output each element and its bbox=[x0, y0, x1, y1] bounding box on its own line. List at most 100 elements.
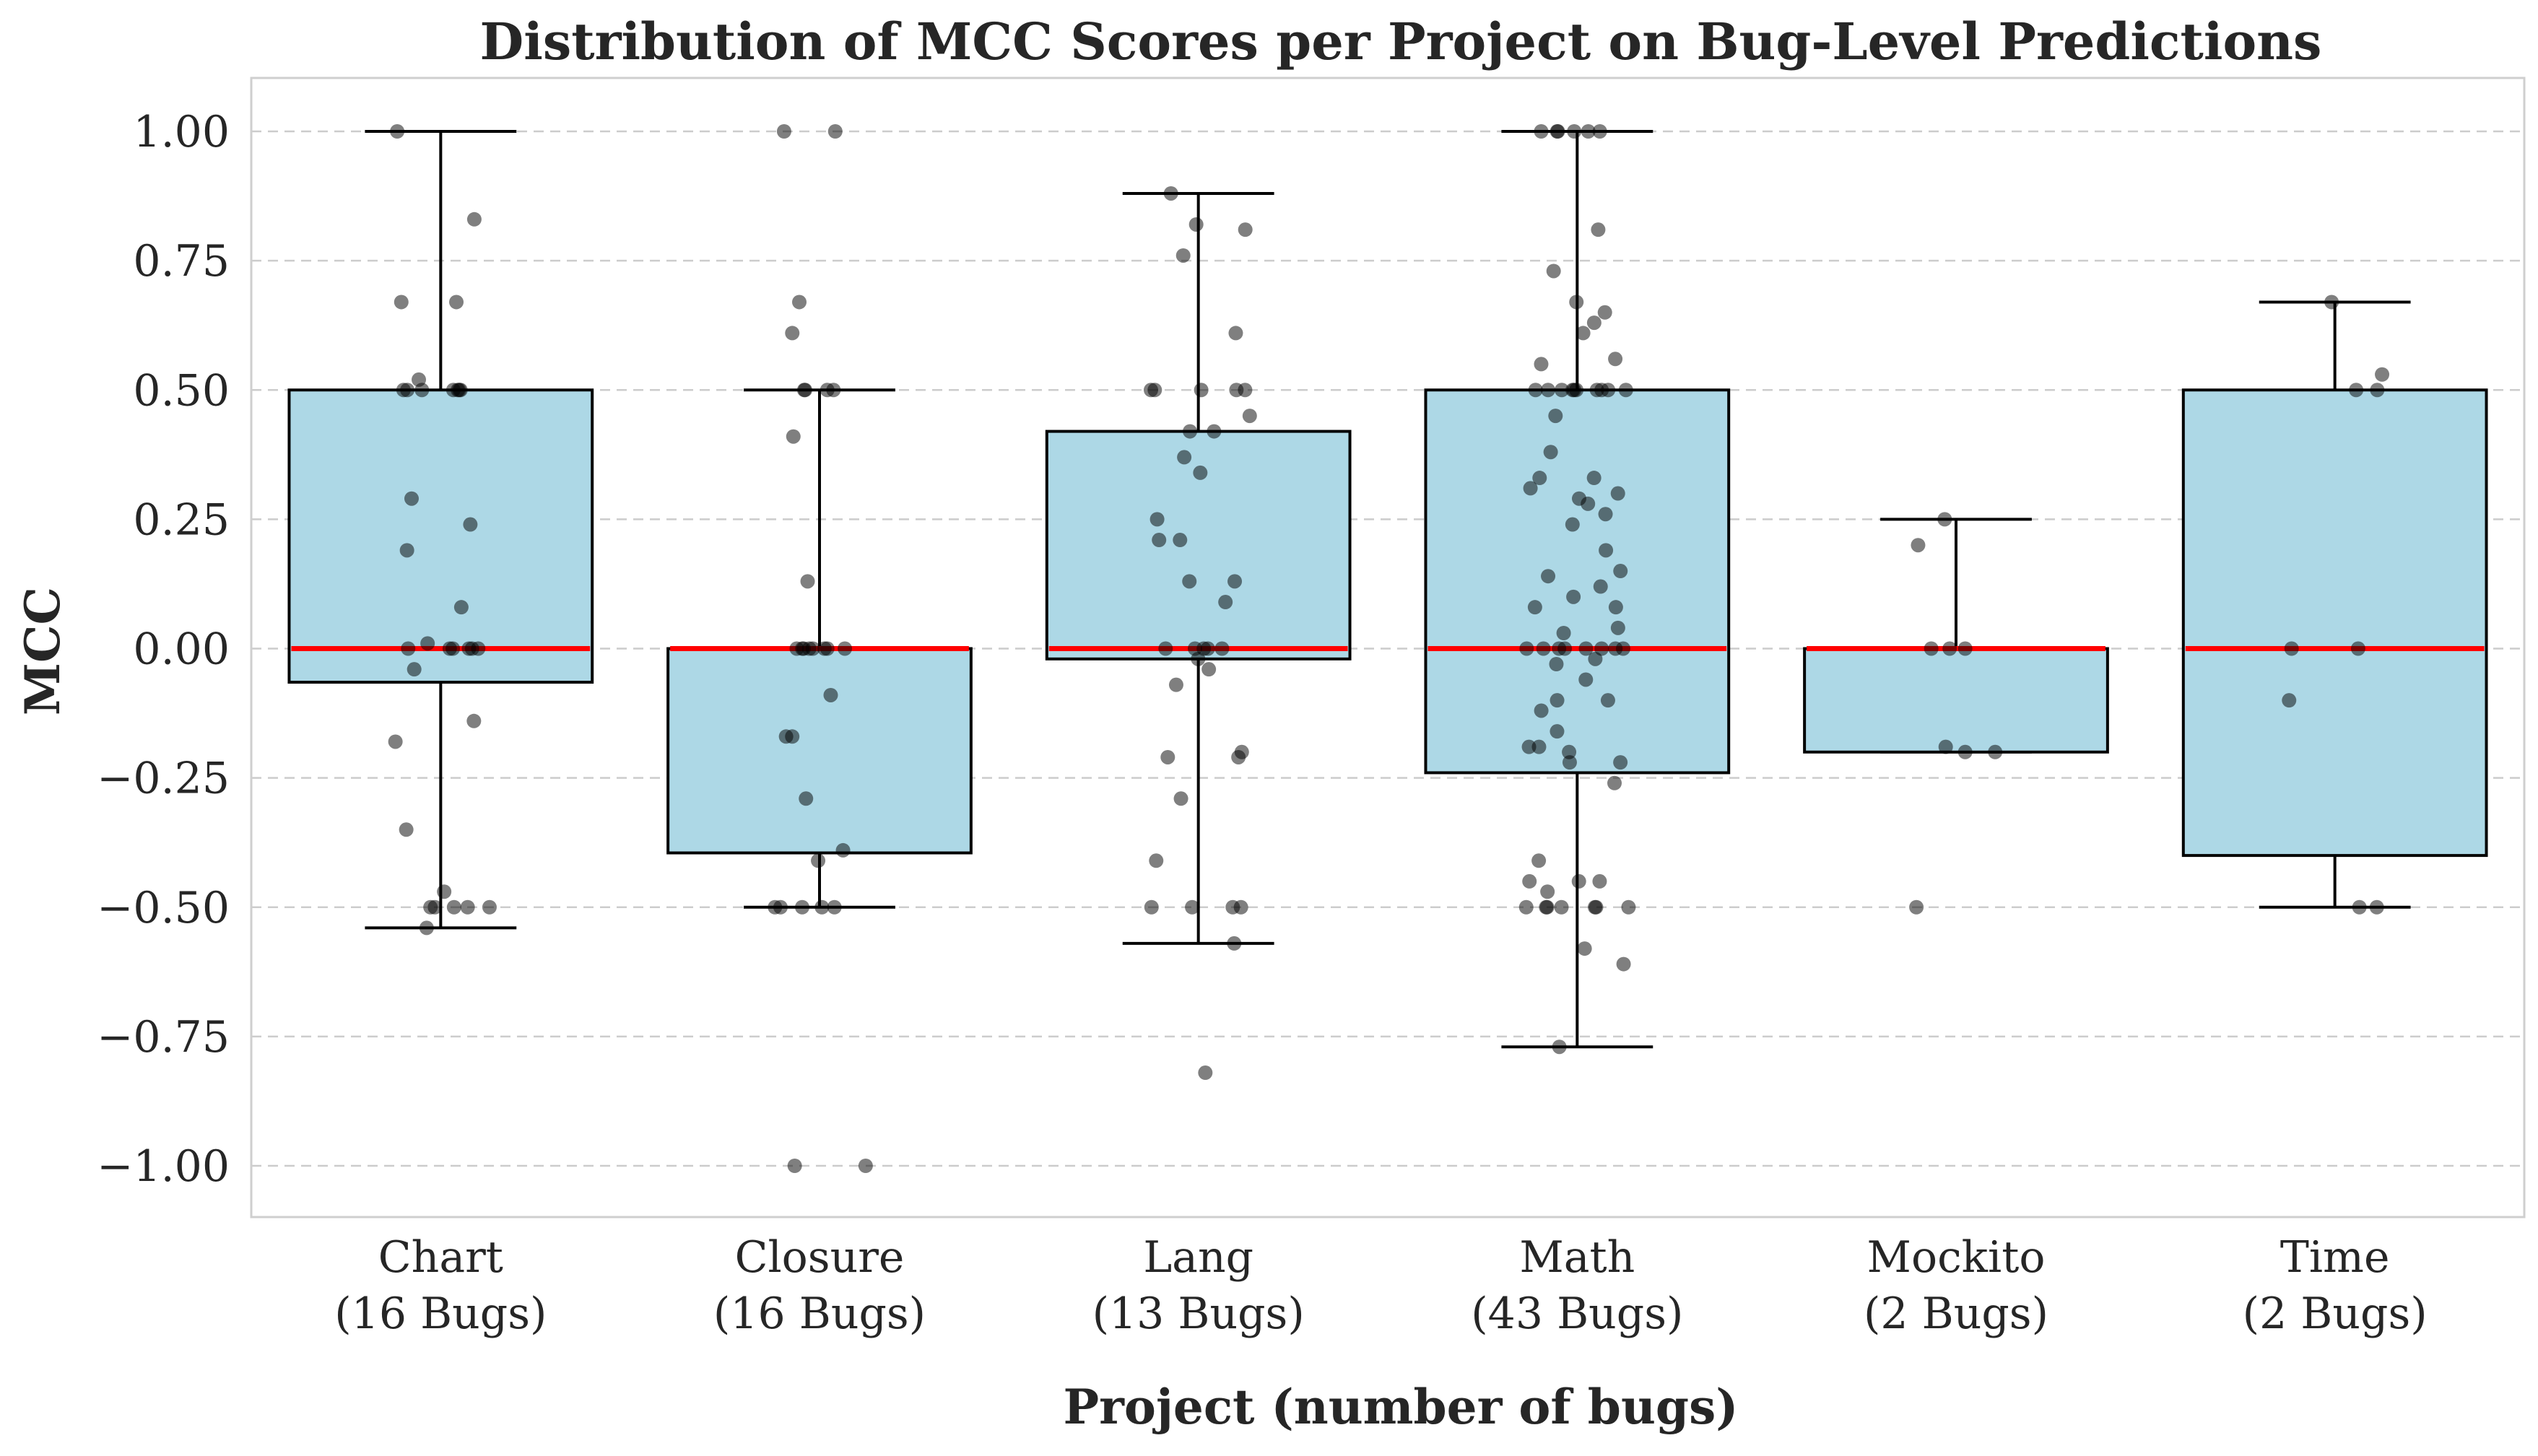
data-point bbox=[786, 429, 801, 444]
x-tick-sublabel: (13 Bugs) bbox=[1092, 1289, 1305, 1339]
data-point bbox=[1540, 383, 1555, 398]
data-point bbox=[1562, 755, 1577, 770]
data-point bbox=[835, 842, 851, 858]
data-point bbox=[778, 729, 794, 744]
plot-area-frame bbox=[250, 77, 2526, 1219]
data-point bbox=[1519, 641, 1534, 656]
box-chart bbox=[287, 130, 594, 930]
data-point bbox=[1613, 755, 1628, 770]
data-point bbox=[811, 853, 826, 868]
x-tick-sublabel: (2 Bugs) bbox=[2243, 1289, 2428, 1339]
data-point bbox=[1183, 424, 1198, 439]
x-tick-label: Math bbox=[1519, 1232, 1635, 1283]
data-point bbox=[1600, 693, 1615, 708]
iqr-box bbox=[666, 647, 973, 855]
data-point bbox=[1522, 873, 1537, 889]
data-point bbox=[1565, 517, 1580, 532]
x-tick-label: Time bbox=[2280, 1232, 2390, 1283]
data-point bbox=[427, 899, 443, 915]
data-point bbox=[399, 543, 414, 558]
y-tick-label: −1.00 bbox=[97, 1141, 230, 1192]
data-point bbox=[453, 600, 469, 615]
data-point bbox=[407, 662, 422, 677]
data-point bbox=[1576, 326, 1591, 341]
data-point bbox=[1185, 899, 1200, 915]
data-point bbox=[1527, 600, 1542, 615]
data-point bbox=[1599, 543, 1614, 558]
data-point bbox=[419, 920, 434, 936]
data-point bbox=[1543, 445, 1558, 460]
x-axis-label: Project (number of bugs) bbox=[1064, 1379, 1739, 1435]
data-point bbox=[823, 687, 838, 702]
x-axis-ticks: Chart (16 Bugs) Closure (16 Bugs) Lang (13 Bu… bbox=[334, 1232, 2427, 1339]
data-point bbox=[451, 383, 466, 398]
data-point bbox=[2349, 383, 2364, 398]
box-time bbox=[2181, 300, 2488, 909]
data-point bbox=[791, 295, 807, 310]
point-layer bbox=[388, 124, 2390, 1173]
data-point bbox=[1534, 703, 1549, 718]
data-point bbox=[1550, 724, 1565, 739]
data-point bbox=[1592, 873, 1607, 889]
data-point bbox=[1182, 574, 1197, 589]
data-point bbox=[1149, 853, 1164, 868]
data-point bbox=[1552, 641, 1567, 656]
data-point bbox=[794, 899, 809, 915]
data-point bbox=[396, 383, 411, 398]
data-point bbox=[801, 641, 817, 656]
data-point bbox=[776, 124, 791, 139]
data-point bbox=[814, 899, 830, 915]
data-point bbox=[1597, 305, 1612, 320]
data-point bbox=[1594, 641, 1609, 656]
y-tick-label: −0.50 bbox=[97, 883, 230, 933]
data-point bbox=[1581, 496, 1596, 511]
data-point bbox=[1911, 538, 1926, 553]
x-tick-sublabel: (16 Bugs) bbox=[713, 1289, 926, 1339]
data-point bbox=[787, 1159, 802, 1173]
data-point bbox=[1578, 672, 1594, 687]
data-point bbox=[420, 636, 435, 651]
data-point bbox=[1152, 533, 1167, 548]
data-point bbox=[1608, 600, 1623, 615]
data-point bbox=[1227, 574, 1243, 589]
data-point bbox=[1198, 1065, 1213, 1081]
data-point bbox=[2370, 383, 2385, 398]
data-point bbox=[1214, 641, 1230, 656]
data-point bbox=[471, 641, 486, 656]
data-point bbox=[1168, 677, 1183, 692]
data-point bbox=[1618, 383, 1633, 398]
data-point bbox=[401, 641, 416, 656]
data-point bbox=[1571, 873, 1586, 889]
y-tick-label: −0.25 bbox=[97, 754, 230, 804]
data-point bbox=[1592, 124, 1607, 139]
data-point bbox=[1242, 409, 1257, 424]
data-point bbox=[1531, 853, 1547, 868]
data-point bbox=[1565, 383, 1581, 398]
data-point bbox=[827, 124, 843, 139]
data-point bbox=[1528, 383, 1543, 398]
data-point bbox=[1150, 512, 1165, 527]
data-point bbox=[1173, 791, 1188, 806]
data-point bbox=[1548, 409, 1563, 424]
data-point bbox=[414, 383, 430, 398]
data-point bbox=[1957, 641, 1973, 656]
x-tick-sublabel: (2 Bugs) bbox=[1864, 1289, 2048, 1339]
data-point bbox=[1218, 595, 1233, 610]
data-point bbox=[1177, 450, 1192, 465]
data-point bbox=[1552, 1039, 1567, 1055]
data-point bbox=[1144, 899, 1159, 915]
data-point bbox=[1532, 471, 1547, 486]
iqr-box bbox=[1045, 430, 1352, 661]
data-point bbox=[1541, 569, 1556, 584]
data-point bbox=[1616, 956, 1631, 972]
data-point bbox=[827, 899, 842, 915]
box-lang bbox=[1045, 191, 1352, 945]
data-point bbox=[1188, 217, 1204, 232]
data-point bbox=[826, 383, 841, 398]
iqr-box bbox=[1803, 647, 2109, 754]
data-point bbox=[2375, 367, 2390, 382]
x-tick-sublabel: (16 Bugs) bbox=[334, 1289, 547, 1339]
data-point bbox=[1569, 295, 1584, 310]
